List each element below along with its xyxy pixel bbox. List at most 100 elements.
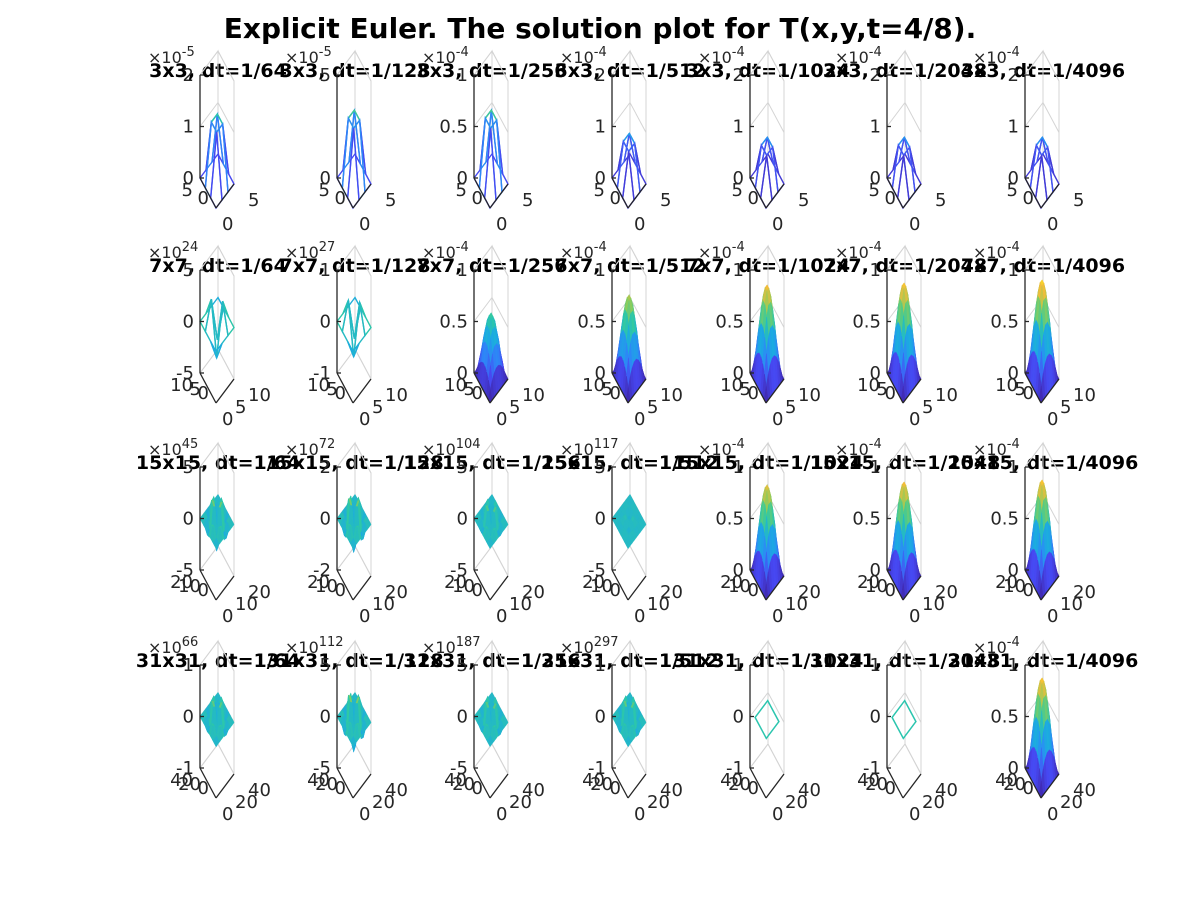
z-tick-label: 0 [1008, 758, 1019, 779]
z-tick-label: 1 [733, 655, 744, 676]
x-tick-label: 0 [909, 606, 920, 627]
z-tick-label: 1 [870, 117, 881, 138]
z-tick-label: -2 [313, 560, 331, 581]
y-axis [473, 177, 491, 209]
z-tick-label: 0 [733, 168, 744, 189]
y-tick-label: 20 [444, 572, 467, 593]
x-axis [352, 378, 372, 404]
y-axis [749, 767, 767, 799]
z-tick-label: 5 [183, 260, 194, 281]
surface-patch [487, 544, 493, 550]
y-tick-label: 5 [602, 379, 613, 400]
y-tick-label: 0 [1023, 383, 1034, 404]
x-tick-label: 0 [222, 606, 233, 627]
x-tick-label: 0 [1047, 606, 1058, 627]
y-tick-label: 0 [610, 383, 621, 404]
y-tick-label: 40 [307, 770, 330, 791]
z-exponent-value: -4 [869, 45, 882, 60]
y-axis [336, 569, 354, 601]
z-tick-label: 0 [457, 168, 468, 189]
grid-z-line [611, 442, 647, 474]
y-tick-label: 0 [748, 580, 759, 601]
surface-patch [495, 120, 509, 194]
z-tick-label: 0.5 [990, 509, 1019, 530]
x-tick-label: 0 [222, 214, 233, 235]
y-tick-label: 20 [582, 572, 605, 593]
z-tick-label: 0 [870, 168, 881, 189]
y-tick-label: 10 [307, 375, 330, 396]
z-tick-label: 0 [457, 707, 468, 728]
y-tick-label: 20 [857, 572, 880, 593]
y-axis [749, 569, 767, 601]
y-tick-label: 5 [877, 379, 888, 400]
z-tick-label: -1 [726, 758, 744, 779]
x-tick-label: 0 [909, 214, 920, 235]
grid-z-line [473, 245, 509, 277]
x-tick-label: 5 [509, 397, 520, 418]
z-tick-label: 2 [183, 65, 194, 86]
grid-z-line [749, 743, 785, 775]
x-axis [215, 378, 235, 404]
x-tick-label: 0 [496, 409, 507, 430]
grid-z-line [886, 245, 922, 277]
z-tick-label: 1 [457, 65, 468, 86]
x-tick-label: 40 [1073, 780, 1096, 801]
z-tick-label: 1 [1008, 260, 1019, 281]
x-tick-label: 0 [772, 606, 783, 627]
x-tick-label: 10 [522, 385, 545, 406]
surface-patch [213, 544, 219, 550]
surface-patch [633, 143, 647, 194]
y-axis [473, 569, 491, 601]
x-tick-label: 0 [359, 214, 370, 235]
z-tick-label: -1 [176, 758, 194, 779]
x-tick-label: 20 [1060, 792, 1083, 813]
y-tick-label: 0 [472, 383, 483, 404]
grid-z-line [749, 691, 785, 723]
y-axis [611, 767, 629, 799]
x-tick-label: 0 [359, 606, 370, 627]
x-axis [902, 575, 922, 601]
x-tick-label: 0 [222, 804, 233, 825]
surface [473, 493, 509, 550]
y-tick-label: 40 [170, 770, 193, 791]
x-tick-label: 0 [909, 804, 920, 825]
z-tick-label: 1 [595, 260, 606, 281]
y-tick-label: 0 [885, 580, 896, 601]
x-tick-label: 10 [235, 594, 258, 615]
z-tick-label: 1 [183, 117, 194, 138]
y-tick-label: 10 [590, 576, 613, 597]
grid-z-line [336, 442, 372, 474]
z-tick-label: 1 [595, 117, 606, 138]
z-tick-label: 2 [320, 457, 331, 478]
z-tick-label: -5 [176, 560, 194, 581]
surface [473, 312, 509, 404]
grid-z-line [749, 50, 785, 82]
x-tick-label: 5 [660, 190, 671, 211]
surface-patch [221, 300, 235, 338]
z-tick-label: 0 [870, 560, 881, 581]
x-tick-label: 10 [647, 594, 670, 615]
surface [199, 493, 235, 552]
surface-patch [350, 742, 356, 748]
x-tick-label: 40 [522, 780, 545, 801]
surface [891, 699, 917, 740]
x-axis [1040, 575, 1060, 601]
y-axis [886, 569, 904, 601]
grid-z-line [886, 101, 922, 133]
z-tick-label: 1 [870, 655, 881, 676]
z-tick-label: 0.5 [852, 312, 881, 333]
z-tick-label: 0.5 [715, 312, 744, 333]
y-tick-label: 0 [1023, 580, 1034, 601]
x-axis [627, 183, 647, 209]
z-exponent-value: -5 [182, 45, 195, 60]
z-tick-label: 2 [733, 65, 744, 86]
surface [336, 493, 372, 554]
y-tick-label: 0 [610, 778, 621, 799]
